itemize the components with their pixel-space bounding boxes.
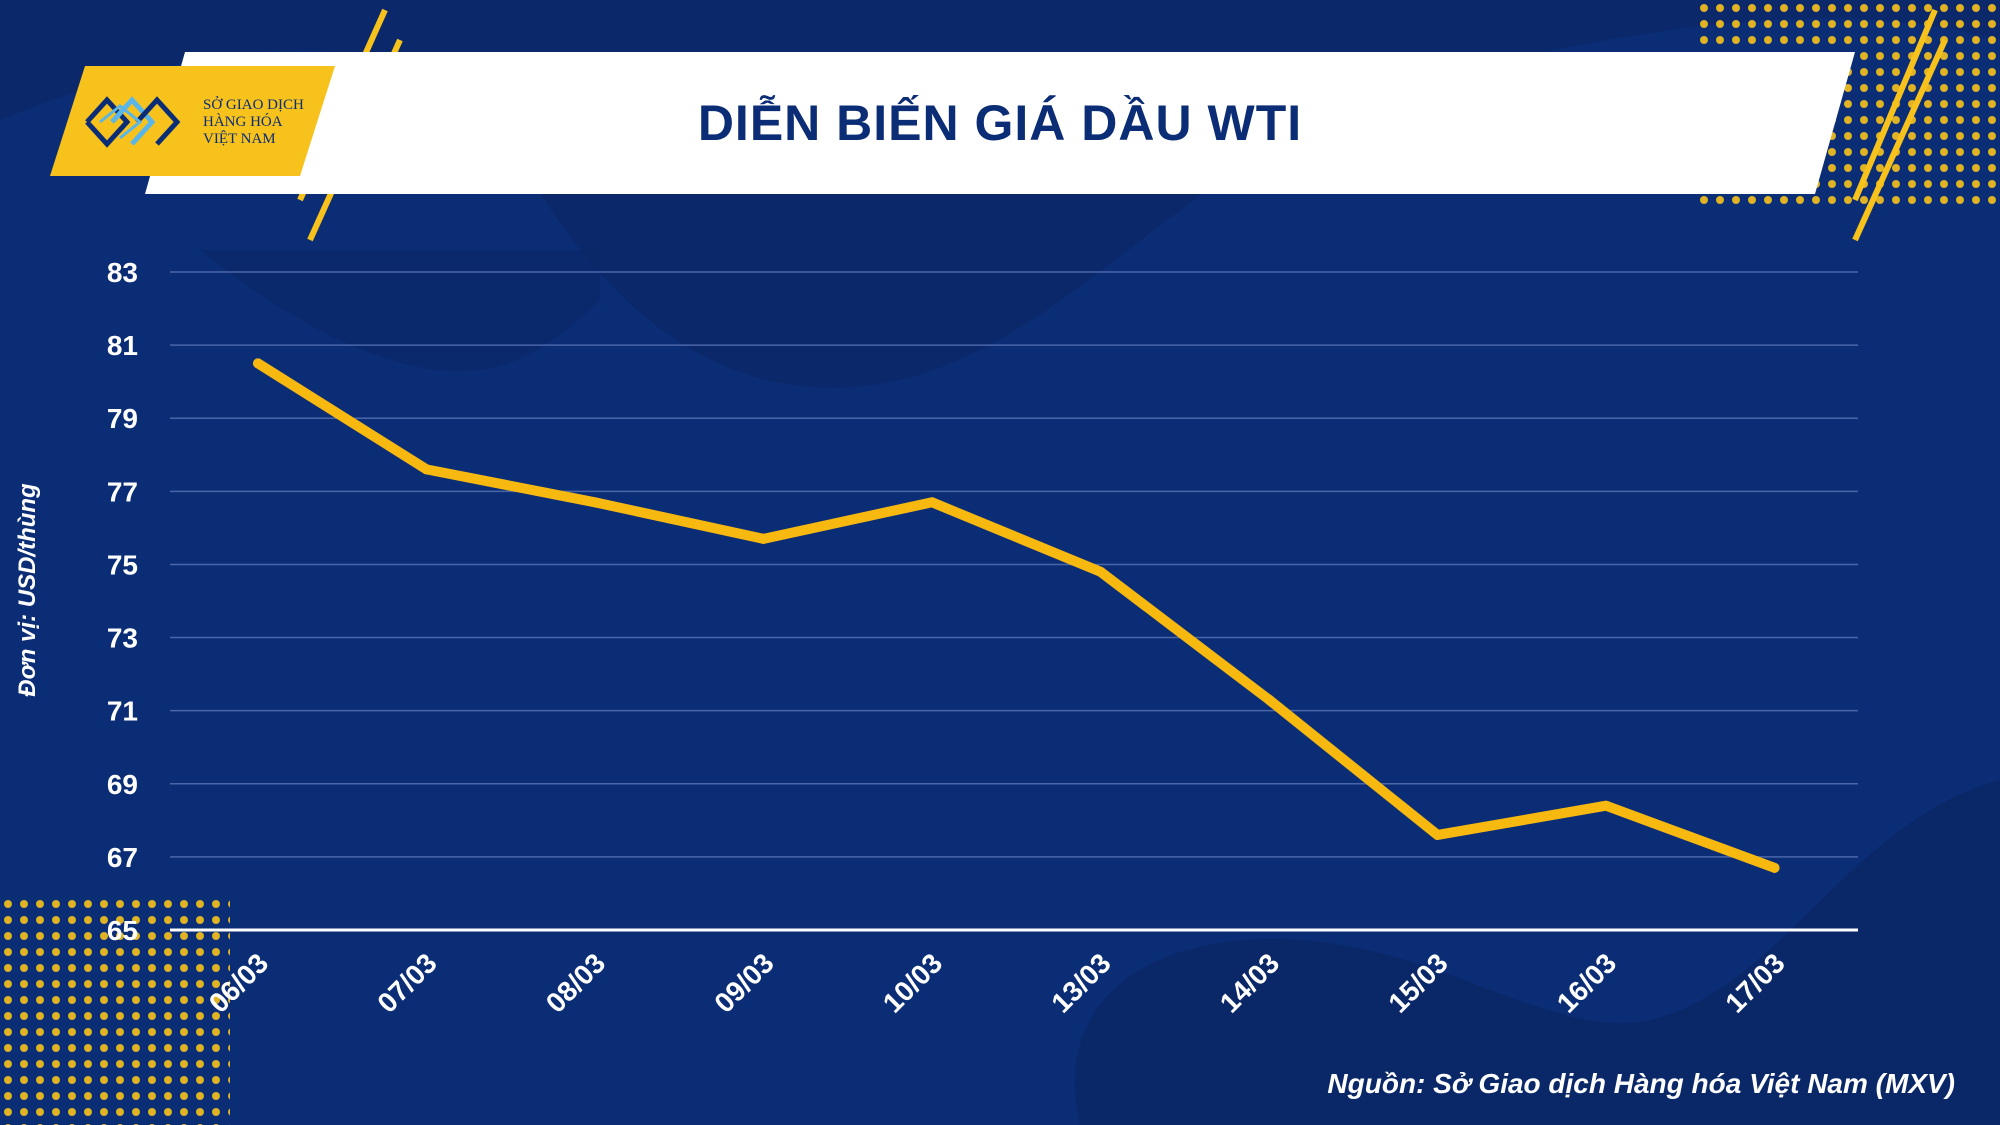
logo-text: SỞ GIAO DỊCH HÀNG HÓA VIỆT NAM xyxy=(203,97,323,148)
x-tick-label: 06/03 xyxy=(203,947,274,1018)
y-tick-label: 83 xyxy=(107,257,138,288)
x-tick-label: 14/03 xyxy=(1214,947,1285,1018)
x-tick-label: 16/03 xyxy=(1551,947,1622,1018)
x-tick-label: 10/03 xyxy=(877,947,948,1018)
y-tick-label: 81 xyxy=(107,330,138,361)
y-tick-label: 77 xyxy=(107,476,138,507)
logo-line-1: SỞ GIAO DỊCH xyxy=(203,97,304,113)
y-tick-label: 69 xyxy=(107,769,138,800)
logo-box xyxy=(50,66,335,176)
y-tick-label: 67 xyxy=(107,842,138,873)
data-point xyxy=(421,464,432,475)
data-point xyxy=(590,497,600,508)
data-point xyxy=(1432,829,1443,840)
data-point xyxy=(1769,862,1780,873)
logo-line-2: HÀNG HÓA xyxy=(203,114,283,130)
y-tick-label: 73 xyxy=(107,623,138,654)
data-point xyxy=(1601,800,1611,811)
y-tick-label: 65 xyxy=(107,915,138,946)
x-tick-label: 17/03 xyxy=(1719,947,1790,1018)
x-tick-label: 13/03 xyxy=(1045,947,1116,1018)
series-line xyxy=(253,358,1780,873)
y-tick-label: 79 xyxy=(107,403,138,434)
source-note: Nguồn: Sở Giao dịch Hàng hóa Việt Nam (M… xyxy=(1327,1068,1955,1099)
x-tick-label: 15/03 xyxy=(1382,947,1453,1018)
data-point xyxy=(1264,694,1274,705)
data-point xyxy=(927,497,937,508)
logo-line-3: VIỆT NAM xyxy=(203,131,276,147)
data-point xyxy=(758,533,769,544)
y-tick-label: 71 xyxy=(107,696,138,727)
chart-title: DIỄN BIẾN GIÁ DẦU WTI xyxy=(697,95,1303,151)
x-tick-label: 08/03 xyxy=(540,947,611,1018)
data-point xyxy=(1095,566,1106,577)
x-tick-label: 07/03 xyxy=(371,947,442,1018)
title-banner xyxy=(145,52,1855,194)
y-tick-label: 75 xyxy=(107,549,138,580)
x-tick-label: 09/03 xyxy=(708,947,779,1018)
data-point xyxy=(253,358,263,369)
mxv-logo-icon xyxy=(85,96,181,148)
